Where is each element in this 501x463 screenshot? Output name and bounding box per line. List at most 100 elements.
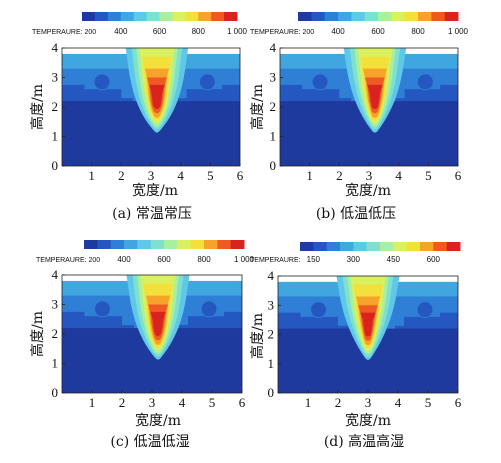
x-tick-label: 3 (149, 395, 156, 410)
colorbar-swatch (353, 242, 368, 251)
panel-caption: (c) 低温低湿 (110, 434, 189, 450)
x-tick-label: 3 (365, 395, 372, 410)
colorbar-swatch (150, 240, 165, 249)
colorbar-swatch (418, 12, 432, 21)
colorbar-swatch (311, 12, 326, 21)
colorbar-swatch (338, 12, 352, 21)
colorbar-swatch (313, 242, 328, 251)
y-axis-label: 高度/m (29, 311, 46, 357)
y-tick-label: 0 (52, 385, 59, 400)
colorbar-tick-label: 800 (411, 27, 425, 36)
x-tick-label: 5 (207, 168, 214, 183)
x-tick-label: 2 (118, 168, 125, 183)
x-axis-label: 宽度/m (132, 182, 178, 199)
x-tick-label: 4 (395, 168, 402, 183)
colorbar-tick-label: 400 (331, 27, 345, 36)
colorbar-tick-label: 800 (192, 27, 206, 36)
x-tick-label: 3 (148, 168, 155, 183)
panel-caption: (a) 常温常压 (112, 206, 192, 222)
circular-obstacle (93, 73, 111, 91)
colorbar-swatch (351, 12, 366, 21)
y-tick-label: 2 (270, 99, 277, 114)
colorbar-tick-label: 300 (347, 255, 361, 264)
colorbar-swatch (110, 240, 125, 249)
plume-contour (150, 311, 166, 336)
panel-1: TEMPERAURE: 200 400 600 800 1 000 1 2 3 4 5 6 0 1 2 3 4… (29, 12, 248, 222)
colorbar-swatch (444, 12, 459, 21)
colorbar-swatch (364, 12, 379, 21)
y-tick-label: 1 (52, 356, 59, 371)
colorbar-swatch (224, 12, 238, 21)
colorbar-swatch (378, 12, 392, 21)
x-tick-label: 1 (88, 168, 95, 183)
colorbar-swatch (406, 242, 421, 251)
x-tick-label: 4 (395, 395, 402, 410)
y-tick-label: 4 (270, 40, 277, 55)
circular-obstacle (416, 73, 434, 91)
y-tick-label: 4 (52, 40, 59, 55)
colorbar-tick-label: 600 (371, 27, 385, 36)
colorbar-tick-label: 600 (153, 27, 167, 36)
colorbar-swatch (431, 12, 446, 21)
colorbar-swatch (137, 240, 152, 249)
panel-4: TEMPERAURE: 150 300 450 600 1 2 3 4 5 6 0 1 2 3 4 宽度/m 高度… (249, 242, 462, 450)
colorbar-swatch (204, 240, 218, 249)
x-tick-label: 3 (366, 168, 373, 183)
panel-2: TEMPERAURE: 200 400 600 800 1 000 1 2 3 4 5 6 0 1 2 3 4… (249, 12, 469, 222)
colorbar-swatch (198, 12, 212, 21)
y-axis-label: 高度/m (249, 84, 266, 130)
x-tick-label: 5 (425, 168, 432, 183)
y-tick-label: 3 (52, 70, 59, 85)
colorbar-swatch (217, 240, 232, 249)
y-tick-label: 1 (270, 129, 277, 144)
colorbar-swatch (211, 12, 225, 21)
x-tick-label: 6 (455, 395, 462, 410)
y-tick-label: 4 (268, 268, 275, 283)
colorbar-tick-label: 800 (197, 255, 211, 264)
circular-obstacle (198, 73, 216, 91)
colorbar-tick-label: 1 000 (227, 27, 248, 36)
plume-contour (367, 84, 383, 109)
colorbar-swatch (230, 240, 245, 249)
circular-obstacle (416, 301, 434, 319)
y-tick-label: 0 (52, 158, 59, 173)
plume-contour (149, 84, 165, 109)
y-tick-label: 2 (52, 99, 59, 114)
colorbar-title: TEMPERAURE: 200 (250, 29, 314, 36)
y-axis-label: 高度/m (249, 313, 266, 359)
colorbar-swatch (97, 240, 112, 249)
x-tick-label: 1 (306, 168, 313, 183)
y-tick-label: 1 (52, 129, 59, 144)
y-axis-label: 高度/m (29, 84, 46, 130)
temperature-field (62, 48, 240, 166)
colorbar-swatch (107, 12, 122, 21)
colorbar-swatch (172, 12, 186, 21)
circular-obstacle (94, 300, 111, 318)
y-tick-label: 0 (268, 385, 275, 400)
colorbar-swatch (380, 242, 394, 251)
colorbar-title: TEMPERAURE: (250, 257, 301, 264)
x-tick-label: 4 (179, 395, 186, 410)
colorbar-tick-label: 600 (157, 255, 171, 264)
colorbar-swatch (298, 12, 312, 21)
colorbar-swatch (124, 240, 138, 249)
colorbar-tick-label: 400 (114, 27, 128, 36)
colorbar-swatch (120, 12, 135, 21)
y-tick-label: 0 (270, 158, 277, 173)
colorbar-tick-label: 150 (307, 255, 321, 264)
colorbar-swatch (366, 242, 381, 251)
colorbar-swatch (326, 242, 341, 251)
colorbar-tick-label: 400 (117, 255, 131, 264)
temperature-field (62, 275, 242, 393)
x-tick-label: 5 (425, 395, 432, 410)
y-tick-label: 2 (268, 327, 275, 342)
x-tick-label: 2 (336, 168, 343, 183)
colorbar-swatch (433, 242, 448, 251)
panel-caption: (d) 高温高湿 (324, 433, 404, 450)
colorbar-swatch (146, 12, 160, 21)
x-axis-label: 宽度/m (135, 412, 181, 429)
colorbar-swatch (177, 240, 192, 249)
colorbar-tick-label: 450 (387, 255, 401, 264)
y-tick-label: 1 (268, 356, 275, 371)
colorbar-swatch (84, 240, 98, 249)
